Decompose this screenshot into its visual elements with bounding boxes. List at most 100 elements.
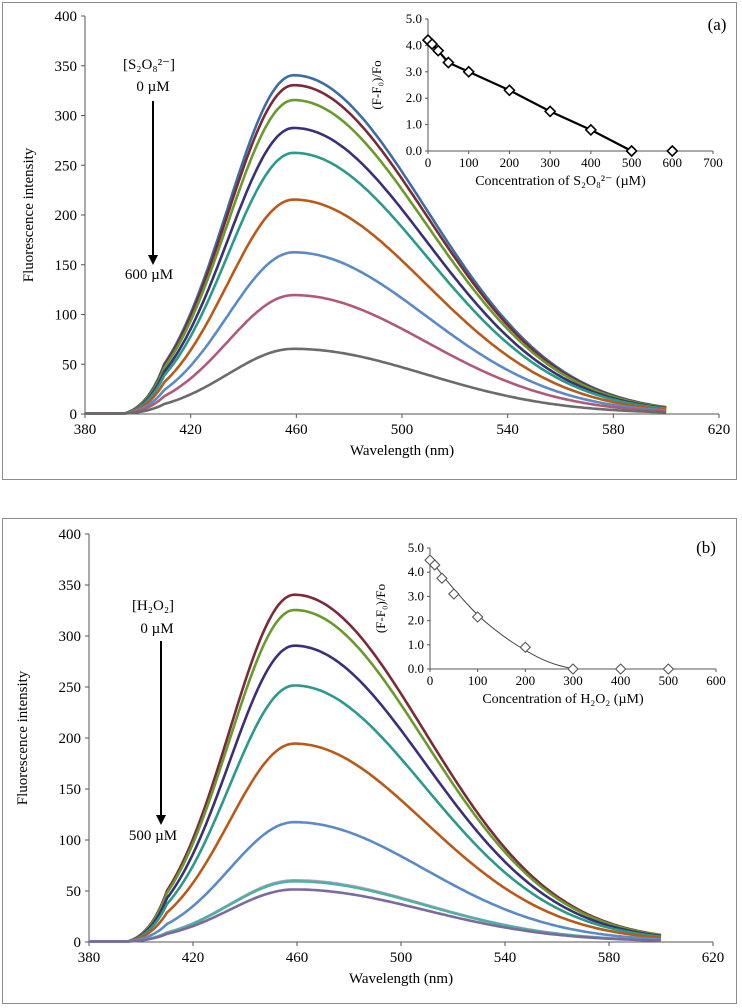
- chart-a-svg: 380 420 460 500 540 580 620 0 50 100 150 200 250 300 3…: [21, 9, 731, 459]
- chart-a-series-line-3: [85, 98, 667, 415]
- chart-a-y-tick-label: 250: [55, 158, 78, 174]
- chart-a-x-tick-label: 380: [74, 422, 97, 438]
- chart-a-series-line-5: [85, 151, 667, 415]
- chart-b-inset-x-tick-label: 200: [516, 673, 536, 688]
- chart-b-panel-label: (b): [696, 538, 716, 557]
- chart-b-inset-x-tick-label: 400: [611, 673, 631, 688]
- chart-a-y-tick-label: 400: [55, 9, 78, 25]
- chart-a-x-tick-label: 580: [602, 422, 625, 438]
- chart-a-y-tick-label: 0: [70, 407, 78, 423]
- chart-a-inset-point: [544, 105, 557, 118]
- chart-a-series-line-6: [85, 198, 667, 415]
- chart-b-x-tick-label: 380: [78, 950, 101, 966]
- chart-a-start-label: 0 µM: [136, 79, 169, 95]
- chart-a-series-line-7: [85, 251, 667, 415]
- chart-b-series-line-3: [89, 644, 662, 943]
- chart-a-x-tick-label: 500: [391, 422, 414, 438]
- chart-b-series-line-5: [89, 742, 662, 943]
- chart-a-inset-point: [625, 144, 638, 158]
- chart-a-arrow-head: [148, 255, 158, 265]
- chart-a-inset-point: [503, 84, 516, 97]
- chart-b-svg: 380 420 460 500 540 580 620 0 50 100 150 200 250 300 3…: [15, 527, 726, 987]
- chart-b-inset-x-tick-label: 0: [427, 673, 434, 688]
- chart-b-series-line-4: [89, 684, 662, 943]
- chart-b-inset-y-tick-label: 3.0: [408, 588, 424, 603]
- chart-b-x-tick-label: 460: [286, 950, 309, 966]
- chart-a-y-tick-label: 300: [55, 109, 78, 125]
- chart-a-inset-x-tick-label: 200: [500, 155, 520, 170]
- chart-a-inset-x-tick-label: 600: [663, 155, 683, 170]
- chart-a-inset-y-tick-label: 1.0: [406, 117, 422, 132]
- chart-b-x-tick-label: 620: [702, 950, 725, 966]
- chart-b-inset-point: [436, 572, 448, 585]
- chart-a-inset-point: [442, 56, 455, 69]
- chart-a-series-line-2: [85, 83, 667, 415]
- chart-b-x-axis-title: Wavelength (nm): [349, 971, 453, 987]
- chart-b-inset-y-tick-label: 2.0: [408, 613, 424, 628]
- chart-a-x-tick-label: 540: [496, 422, 519, 438]
- chart-b-inset-x-tick-label: 500: [659, 673, 679, 688]
- chart-b-inset-fit-curve: [429, 558, 574, 670]
- chart-a-inset-point: [462, 65, 475, 78]
- chart-a-inset-y-tick-label: 5.0: [406, 11, 422, 26]
- chart-b-start-label: 0 µM: [140, 621, 173, 637]
- chart-b-y-tick-label: 400: [59, 527, 82, 543]
- chart-b-inset-y-tick-label: 1.0: [408, 637, 424, 652]
- chart-a-inset-x-tick-label: 300: [540, 155, 560, 170]
- chart-b-inset-point: [519, 641, 532, 653]
- chart-b-x-tick-label: 420: [182, 950, 205, 966]
- chart-b-x-tick-label: 540: [494, 950, 517, 966]
- chart-a-series-line-4: [85, 126, 667, 415]
- chart-b-y-axis-title: Fluorescence intensity: [15, 670, 31, 805]
- chart-b-y-tick-label: 300: [59, 629, 82, 645]
- chart-b-inset-point: [614, 663, 627, 675]
- chart-a-panel-label: (a): [708, 15, 727, 34]
- chart-b-inset-y-tick-label: 5.0: [408, 540, 424, 555]
- chart-a-inset-x-tick-label: 400: [581, 155, 601, 170]
- chart-b-y-tick-label: 50: [66, 884, 81, 900]
- chart-b-series-line-1: [89, 593, 662, 943]
- chart-a-y-tick-label: 150: [55, 258, 78, 274]
- chart-a-y-tick-label: 200: [55, 208, 78, 224]
- chart-a-inset-y-tick-label: 4.0: [406, 37, 422, 52]
- chart-a-y-tick-label: 350: [55, 59, 78, 75]
- chart-b-y-tick-label: 250: [59, 680, 82, 696]
- chart-a-inset-x-axis-title: Concentration of S₂O₈²⁻ (µM): [475, 174, 646, 189]
- chart-a-end-label: 600 µM: [125, 267, 173, 283]
- chart-b-y-tick-label: 200: [59, 731, 82, 747]
- chart-b-inset-point: [448, 588, 460, 600]
- chart-a-inset-x-tick-label: 0: [425, 155, 432, 170]
- chart-a-inset-y-tick-label: 0.0: [406, 143, 422, 158]
- chart-b-inset-y-tick-label: 0.0: [408, 661, 424, 676]
- chart-a-x-tick-label: 420: [179, 422, 202, 438]
- chart-a-inset-x-tick-label: 100: [459, 155, 479, 170]
- chart-panel-a: 380 420 460 500 540 580 620 0 50 100 150 200 250 300 3…: [2, 2, 737, 480]
- chart-a-inset-x-tick-label: 700: [703, 155, 723, 170]
- chart-b-inset-x-axis-title: Concentration of H₂O₂ (µM): [482, 692, 644, 707]
- chart-b-x-tick-label: 580: [598, 950, 621, 966]
- chart-a-inset-point: [666, 144, 679, 158]
- chart-a-x-axis-title: Wavelength (nm): [350, 443, 454, 459]
- chart-a-species-label: [S₂O₈²⁻]: [123, 57, 175, 73]
- chart-b-series-line-6: [89, 820, 662, 943]
- chart-a-x-tick-label: 620: [708, 422, 731, 438]
- chart-b-inset-x-tick-label: 100: [468, 673, 488, 688]
- chart-b-y-tick-label: 350: [59, 578, 82, 594]
- chart-b-inset-x-tick-label: 600: [706, 673, 726, 688]
- chart-b-inset-x-tick-label: 300: [563, 673, 583, 688]
- chart-a-series-line-9: [85, 347, 667, 415]
- chart-b-arrow-head: [156, 815, 166, 825]
- chart-b-inset-y-axis-title: (F-F₀)/Fo: [373, 584, 388, 633]
- chart-a-inset-point: [432, 44, 445, 57]
- chart-a-inset-y-tick-label: 3.0: [406, 64, 422, 79]
- chart-b-y-tick-label: 150: [59, 782, 82, 798]
- chart-a-series-line-8: [85, 293, 667, 415]
- chart-a-inset-point: [584, 123, 597, 137]
- chart-b-end-label: 500 µM: [129, 828, 177, 844]
- chart-a-y-tick-label: 100: [55, 308, 78, 324]
- chart-a-y-axis-title: Fluorescence intensity: [21, 147, 37, 282]
- chart-b-inset-y-tick-label: 4.0: [408, 564, 424, 579]
- chart-b-inset-point: [662, 663, 675, 675]
- chart-b-species-label: [H₂O₂]: [132, 598, 174, 614]
- chart-a-inset-x-tick-label: 500: [622, 155, 642, 170]
